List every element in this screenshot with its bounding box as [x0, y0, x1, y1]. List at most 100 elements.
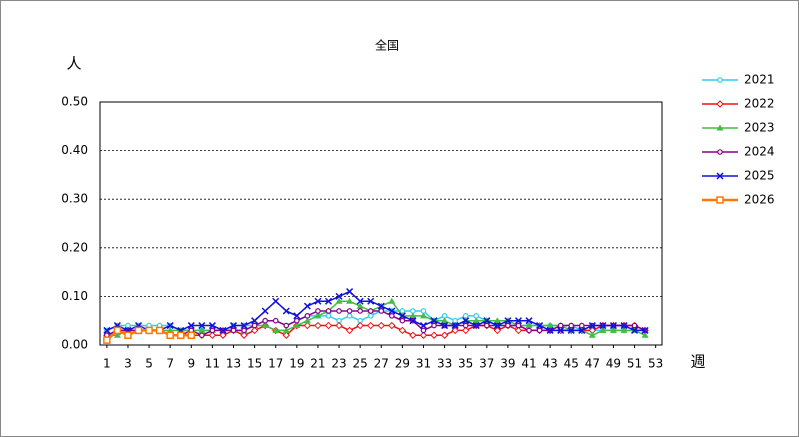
point	[357, 308, 363, 314]
x-tick-label: 15	[247, 357, 262, 371]
point	[631, 326, 639, 334]
point	[282, 307, 290, 315]
point	[377, 302, 385, 310]
point	[378, 308, 385, 314]
x-tick-label: 29	[395, 357, 410, 371]
series-line	[106, 310, 646, 337]
point	[419, 312, 427, 319]
point	[620, 322, 628, 330]
point	[346, 288, 354, 296]
point	[483, 317, 491, 325]
point	[272, 326, 280, 333]
point	[209, 327, 216, 334]
point	[198, 322, 206, 330]
legend-marker	[717, 149, 723, 155]
legend-label: 2022	[744, 97, 775, 111]
point	[251, 322, 258, 329]
point	[335, 297, 343, 304]
y-axis-label: 人	[66, 55, 81, 73]
point	[283, 322, 290, 329]
point	[398, 326, 407, 335]
x-tick-label: 43	[542, 357, 557, 371]
point	[356, 302, 364, 309]
point	[620, 326, 628, 333]
point	[472, 317, 480, 324]
point	[230, 327, 237, 334]
point	[462, 317, 470, 325]
point	[409, 317, 417, 325]
y-tick-label: 0.50	[61, 95, 88, 109]
point	[493, 326, 502, 335]
point	[250, 326, 259, 335]
x-tick-label: 27	[374, 357, 389, 371]
x-tick-label: 39	[500, 357, 515, 371]
y-tick-label: 0.20	[61, 240, 88, 254]
point	[567, 326, 575, 334]
x-tick-label: 25	[353, 357, 368, 371]
point	[631, 322, 638, 329]
point	[609, 322, 617, 330]
point	[526, 327, 532, 334]
point	[557, 326, 565, 334]
x-tick-label: 53	[648, 357, 663, 371]
y-tick-label: 0.30	[61, 192, 88, 206]
point	[367, 321, 375, 330]
point	[346, 297, 354, 304]
point	[113, 331, 121, 338]
legend-marker	[716, 196, 724, 204]
point	[493, 322, 501, 330]
point	[441, 322, 449, 330]
point	[134, 326, 143, 335]
x-tick-label: 13	[226, 357, 241, 371]
point	[398, 312, 406, 320]
point	[367, 297, 375, 305]
point	[262, 317, 268, 324]
point	[113, 326, 122, 335]
point	[356, 321, 364, 330]
point	[377, 321, 385, 330]
legend-marker	[716, 172, 724, 180]
x-tick-label: 49	[606, 357, 621, 371]
point	[525, 317, 533, 325]
x-tick-label: 3	[124, 357, 132, 371]
point	[399, 317, 406, 324]
point	[441, 317, 449, 324]
legend-label: 2024	[744, 145, 775, 159]
legend-label: 2026	[744, 193, 775, 207]
legend-label: 2023	[744, 121, 775, 135]
point	[261, 322, 269, 329]
point	[472, 322, 480, 330]
point	[546, 322, 554, 329]
legend-marker	[716, 100, 724, 108]
y-tick-label: 0.00	[61, 338, 88, 352]
point	[219, 326, 227, 334]
point	[208, 331, 217, 339]
point	[356, 297, 364, 305]
point	[588, 331, 596, 338]
point	[557, 322, 564, 329]
x-tick-label: 23	[331, 357, 346, 371]
point	[324, 321, 333, 330]
point	[525, 322, 533, 329]
point	[409, 312, 417, 319]
x-tick-label: 9	[187, 357, 195, 371]
point	[145, 326, 153, 335]
y-tick-label: 0.40	[61, 143, 88, 157]
point	[388, 321, 396, 330]
point	[103, 326, 111, 334]
point	[272, 317, 279, 324]
legend-label: 2025	[744, 169, 775, 183]
point	[345, 326, 354, 335]
point	[641, 331, 649, 338]
x-tick-label: 17	[268, 357, 283, 371]
legend-marker	[717, 77, 723, 83]
point	[451, 326, 459, 335]
point	[187, 322, 195, 330]
point	[155, 326, 164, 335]
point	[335, 292, 343, 300]
point	[251, 317, 259, 325]
point	[199, 332, 205, 339]
point	[303, 321, 312, 330]
point	[324, 297, 333, 305]
point	[430, 331, 438, 339]
